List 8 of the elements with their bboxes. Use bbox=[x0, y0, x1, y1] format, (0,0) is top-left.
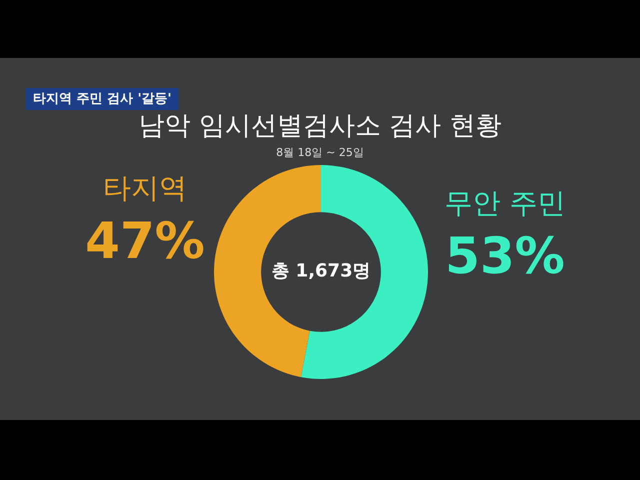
data-label: 47% bbox=[85, 212, 205, 270]
slice-label: 무안 주민 bbox=[444, 186, 566, 220]
text: 총 1,673명 bbox=[271, 260, 371, 282]
slice-label: 타지역 bbox=[103, 171, 187, 204]
chart-subtitle: 8월 18일 ~ 25일 bbox=[276, 146, 364, 159]
text: 타지역 주민 검사 '갈등' bbox=[33, 91, 172, 106]
chart-title: 남악 임시선별검사소 검사 현황 bbox=[138, 110, 502, 141]
data-label: 53% bbox=[445, 226, 565, 285]
